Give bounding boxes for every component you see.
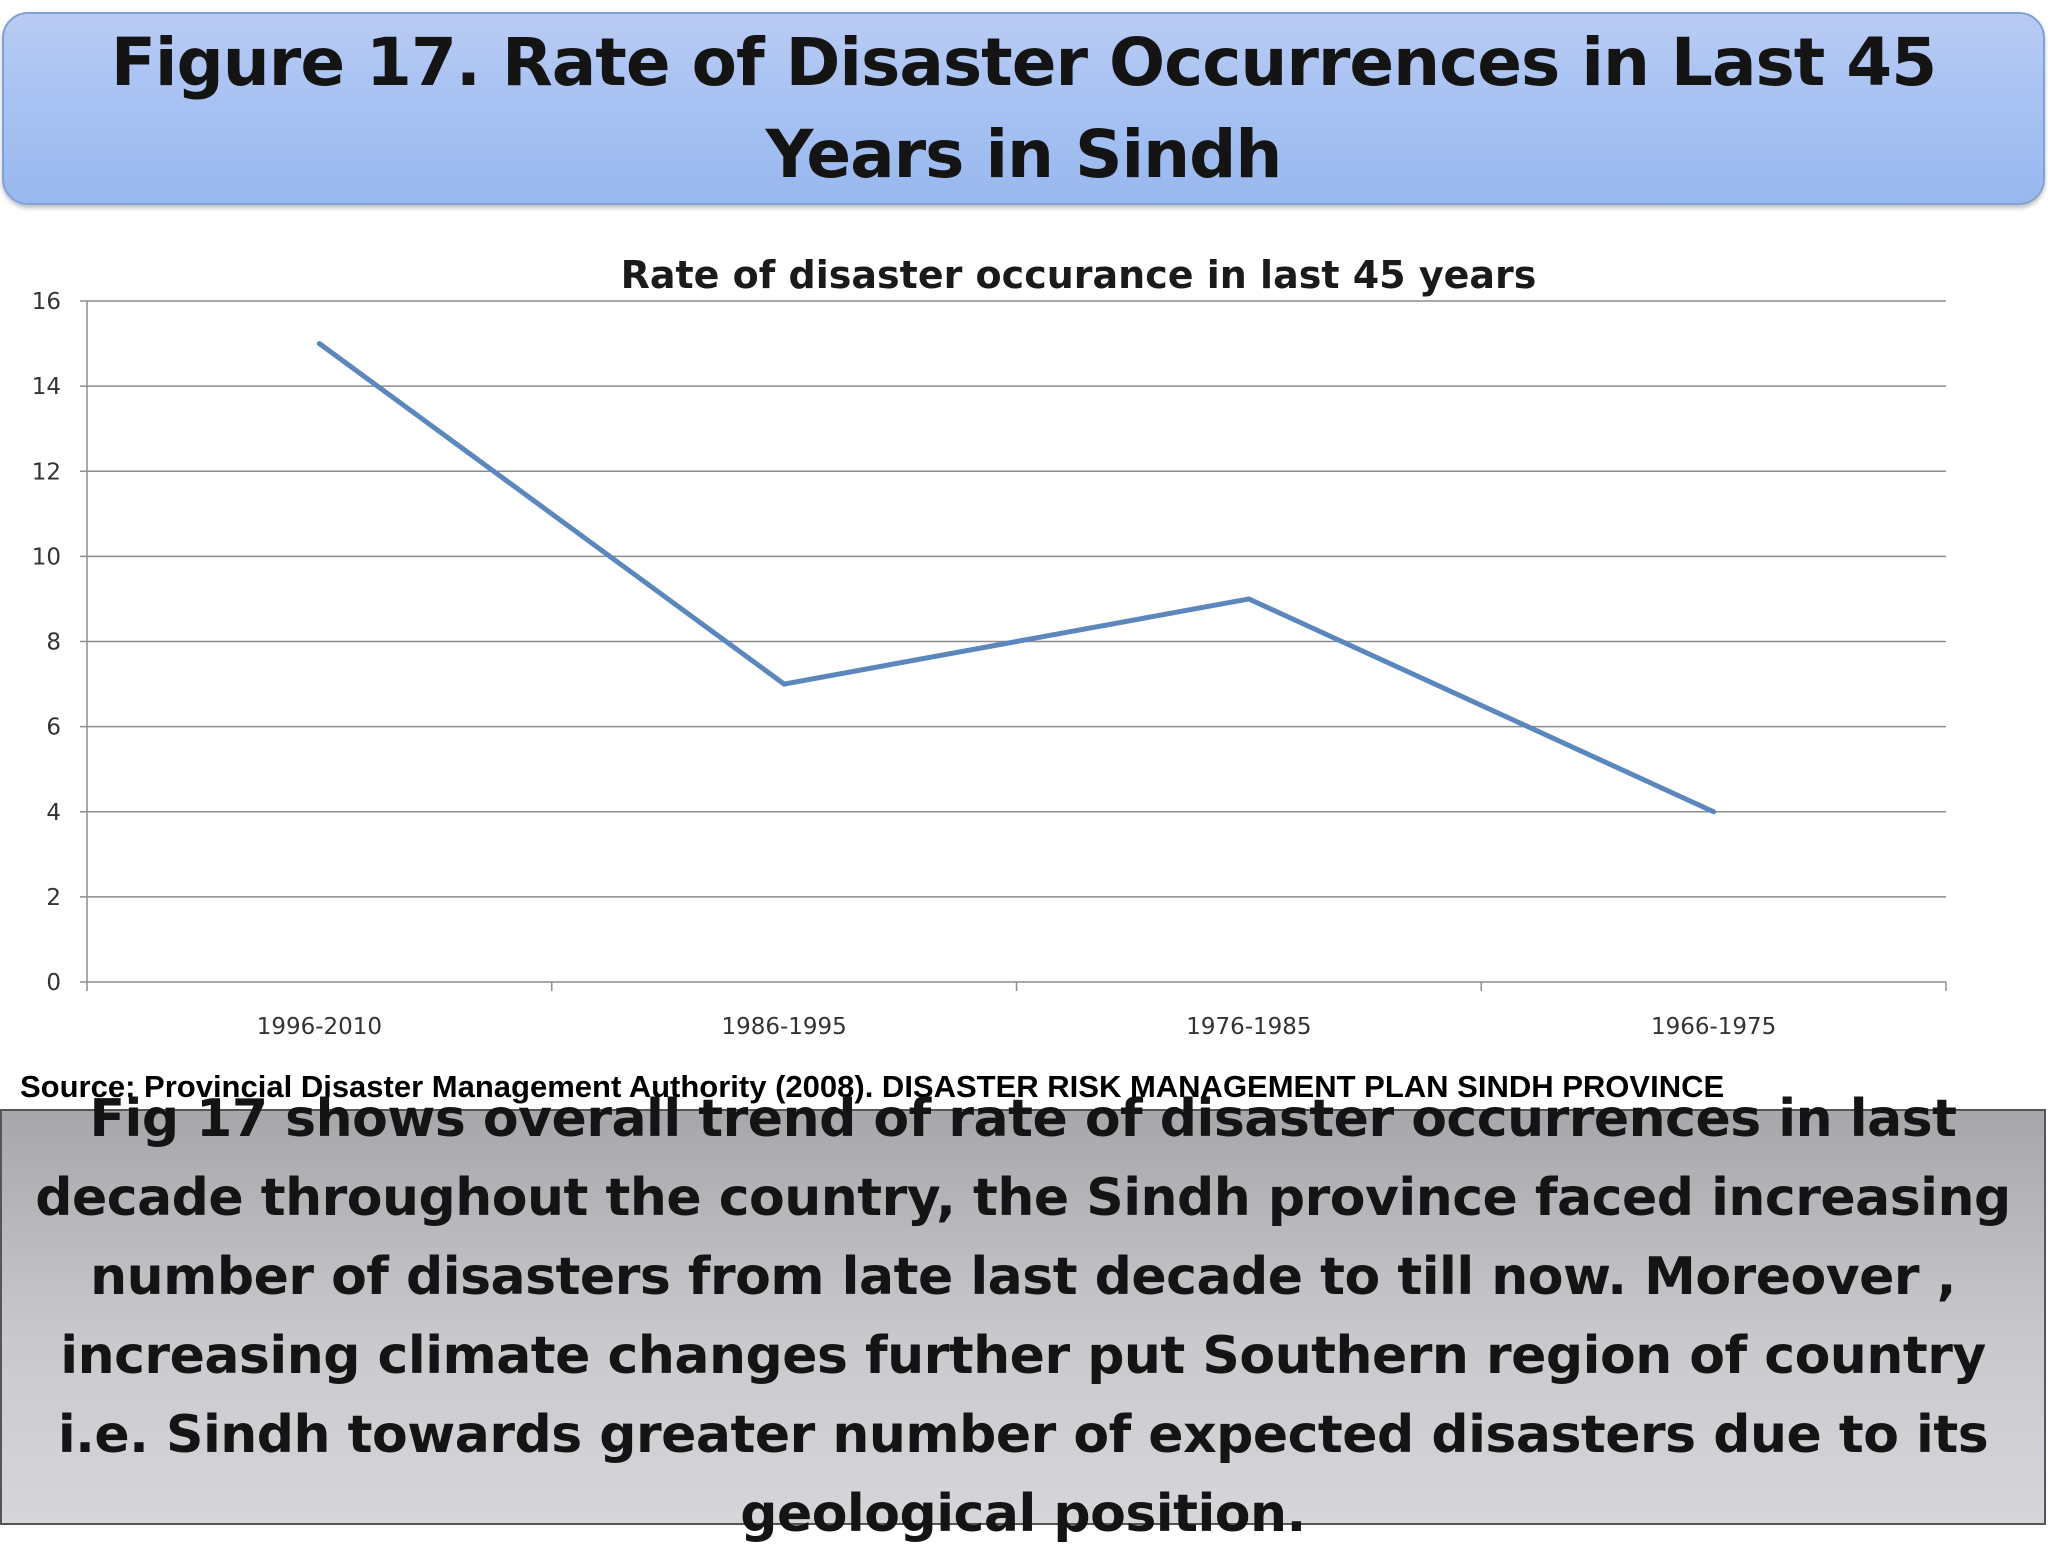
x-tick-label-1976-1985: 1976-1985 [1186,1014,1311,1040]
chart-title: Rate of disaster occurance in last 45 ye… [621,253,1537,297]
y-tick-label-16: 16 [32,289,61,315]
data-point-1966-1975 [1711,809,1717,815]
description-box: Fig 17 shows overall trend of rate of di… [0,1089,2046,1544]
line-chart: Rate of disaster occurance in last 45 ye… [32,253,1947,1040]
data-point-1976-1985 [1246,596,1252,602]
y-tick-label-8: 8 [46,630,61,656]
y-tick-label-10: 10 [32,544,61,570]
x-tick-label-1996-2010: 1996-2010 [257,1014,382,1040]
source-citation: Source: Provincial Disaster Management A… [20,1069,1725,1104]
slide-title: Figure 17. Rate of Disaster Occurrences … [110,23,1937,193]
y-tick-label-12: 12 [32,459,61,485]
description-text: Fig 17 shows overall trend of rate of di… [35,1089,2011,1544]
data-point-1996-2010 [316,341,322,347]
x-tick-label-1986-1995: 1986-1995 [721,1014,846,1040]
y-tick-label-6: 6 [46,715,61,741]
x-tick-label-1966-1975: 1966-1975 [1651,1014,1776,1040]
y-tick-label-2: 2 [46,885,61,911]
series-line-0 [317,341,1715,815]
data-point-1986-1995 [781,681,787,687]
y-tick-label-0: 0 [46,970,61,996]
y-tick-label-4: 4 [46,800,61,826]
y-tick-label-14: 14 [32,374,61,400]
slide-title-banner: Figure 17. Rate of Disaster Occurrences … [2,12,2045,205]
